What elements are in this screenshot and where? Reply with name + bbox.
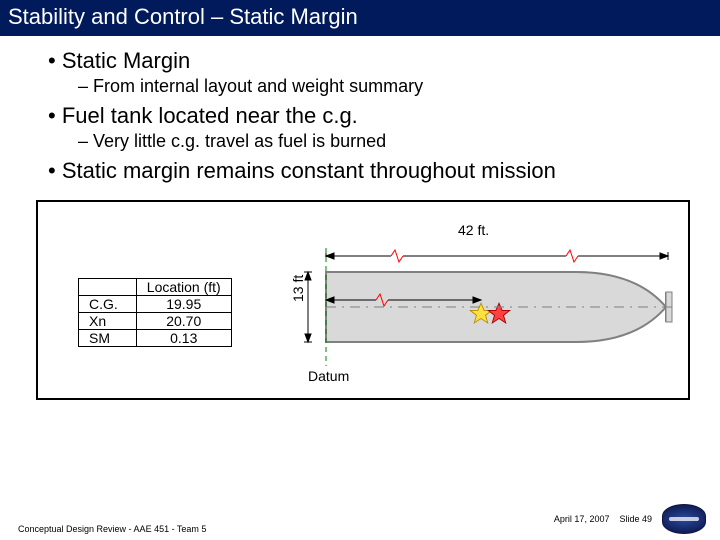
team-logo-icon — [662, 504, 706, 534]
slide-footer: Conceptual Design Review - AAE 451 - Tea… — [0, 504, 720, 534]
vehicle-diagram — [296, 242, 686, 372]
bullet-static-margin-sub: From internal layout and weight summary — [78, 76, 696, 97]
table-row: Xn — [79, 313, 137, 330]
bullet-static-margin: Static Margin — [48, 48, 696, 74]
figure-container: 42 ft. 13 ft 19.95 ft 9 in Datum Locatio… — [36, 200, 690, 400]
table-cell: 20.70 — [136, 313, 231, 330]
footer-slide-number: Slide 49 — [619, 514, 652, 524]
length-dimension-icon — [326, 250, 668, 262]
footer-date: April 17, 2007 — [554, 514, 610, 524]
table-header: Location (ft) — [136, 279, 231, 296]
table-cell: 0.13 — [136, 330, 231, 347]
table-cell: 19.95 — [136, 296, 231, 313]
slide-title: Stability and Control – Static Margin — [0, 0, 720, 36]
table-row: SM — [79, 330, 137, 347]
height-dimension-icon — [304, 272, 312, 342]
bullet-fuel-tank-sub: Very little c.g. travel as fuel is burne… — [78, 131, 696, 152]
bullet-margin-constant: Static margin remains constant throughou… — [48, 158, 696, 184]
bullet-fuel-tank: Fuel tank located near the c.g. — [48, 103, 696, 129]
location-table: Location (ft) C.G.19.95 Xn20.70 SM0.13 — [78, 278, 232, 347]
footer-right: April 17, 2007 Slide 49 — [554, 504, 706, 534]
slide-content: Static Margin From internal layout and w… — [0, 36, 720, 400]
length-label: 42 ft. — [458, 222, 489, 238]
footer-left-text: Conceptual Design Review - AAE 451 - Tea… — [18, 524, 206, 534]
table-row: C.G. — [79, 296, 137, 313]
slide: Stability and Control – Static Margin St… — [0, 0, 720, 540]
table-row — [79, 279, 137, 296]
